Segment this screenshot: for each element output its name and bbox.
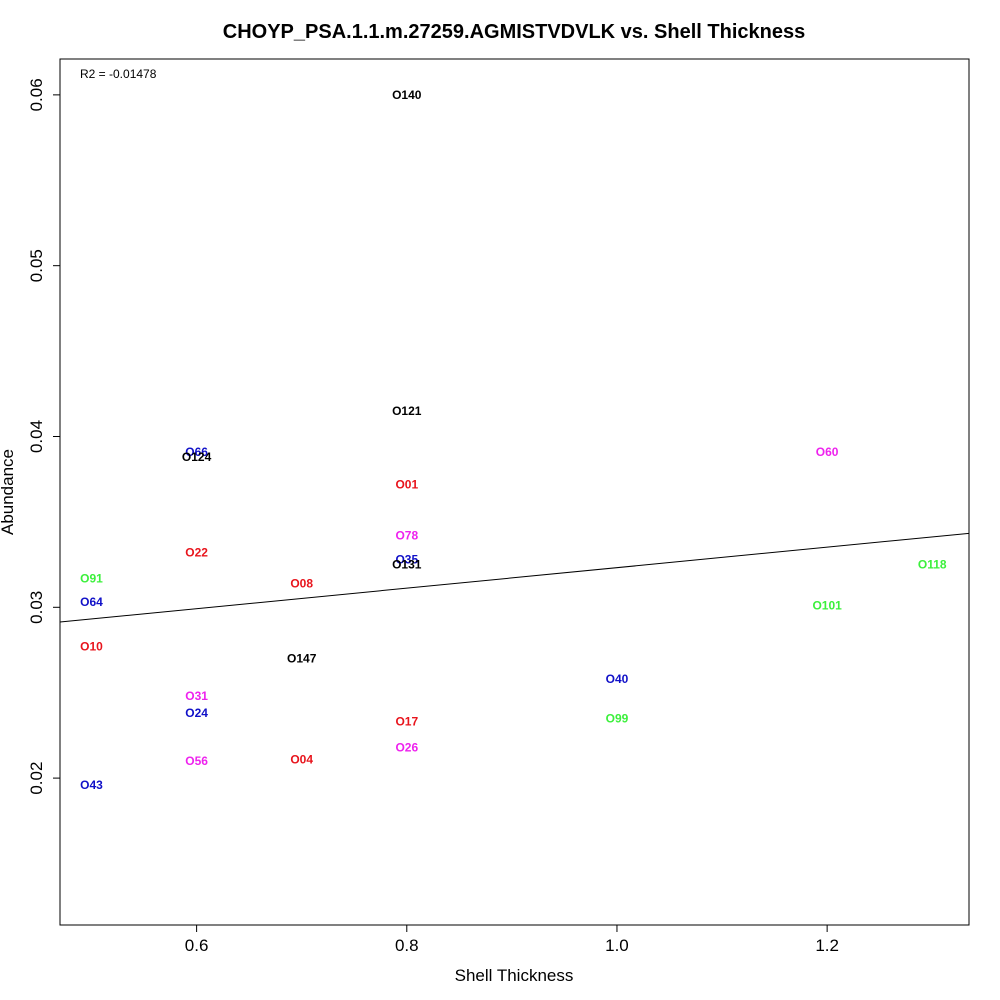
point-o35: O35 [395, 552, 418, 566]
y-tick-label: 0.03 [27, 591, 46, 624]
x-tick-label: 0.8 [395, 936, 419, 955]
point-o131: O131 [392, 558, 422, 572]
point-o40: O40 [606, 672, 629, 686]
chart-title: CHOYP_PSA.1.1.m.27259.AGMISTVDVLK vs. Sh… [223, 21, 805, 43]
point-o08: O08 [290, 576, 313, 590]
regression-line [59, 532, 970, 623]
point-o66: O66 [185, 445, 208, 459]
y-tick-label: 0.06 [27, 78, 46, 111]
y-tick-label: 0.02 [27, 762, 46, 795]
point-o43: O43 [80, 778, 103, 792]
point-o91: O91 [80, 571, 103, 585]
point-o01: O01 [395, 477, 418, 491]
point-o56: O56 [185, 754, 208, 768]
y-tick-label: 0.04 [27, 420, 46, 453]
point-o64: O64 [80, 595, 103, 609]
point-o124: O124 [182, 450, 212, 464]
y-tick-label: 0.05 [27, 249, 46, 282]
point-o140: O140 [392, 88, 422, 102]
x-axis-label: Shell Thickness [455, 966, 574, 985]
point-o31: O31 [185, 689, 208, 703]
plot-frame [59, 58, 970, 926]
point-o60: O60 [816, 445, 839, 459]
x-axis: 0.6 0.8 1.0 1.2 [185, 925, 839, 955]
x-tick-label: 1.0 [605, 936, 629, 955]
point-o101: O101 [812, 599, 842, 613]
point-o78: O78 [395, 529, 418, 543]
point-o118: O118 [918, 558, 947, 572]
point-o22: O22 [185, 546, 208, 560]
point-o10: O10 [80, 640, 103, 654]
point-o24: O24 [185, 706, 208, 720]
point-o147: O147 [287, 652, 317, 666]
y-axis-label: Abundance [0, 449, 17, 535]
x-tick-label: 0.6 [185, 936, 209, 955]
point-o17: O17 [395, 715, 418, 729]
point-o99: O99 [606, 711, 629, 725]
point-o121: O121 [392, 404, 422, 418]
point-o26: O26 [395, 740, 418, 754]
point-o04: O04 [290, 752, 313, 766]
x-tick-label: 1.2 [815, 936, 839, 955]
r2-annotation: R2 = -0.01478 [80, 67, 157, 81]
y-axis: 0.02 0.03 0.04 0.05 0.06 [27, 78, 60, 795]
